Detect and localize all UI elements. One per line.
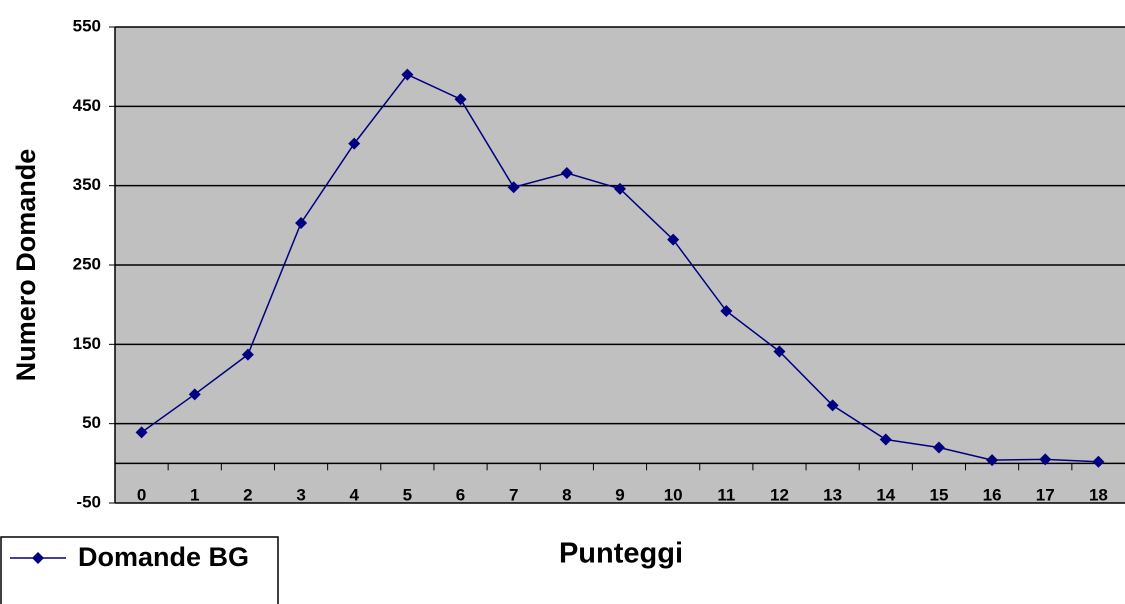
point-marker (826, 399, 839, 412)
x-tick-label: 8 (562, 485, 571, 504)
point-marker (986, 454, 999, 467)
point-marker (560, 166, 573, 179)
x-tick-label: 10 (664, 485, 683, 504)
x-tick-label: 5 (403, 485, 412, 504)
y-tick-label: -50 (76, 492, 101, 511)
x-tick-label: 6 (456, 485, 465, 504)
x-tick-label: 7 (509, 485, 518, 504)
x-tick-label: 12 (770, 485, 789, 504)
x-tick-label: 2 (243, 485, 252, 504)
x-tick-label: 13 (823, 485, 842, 504)
x-axis-title: Punteggi (559, 538, 683, 570)
point-marker (348, 137, 361, 150)
point-marker (507, 181, 520, 194)
point-marker (188, 388, 201, 401)
point-marker (1039, 453, 1052, 466)
point-marker (614, 182, 626, 195)
x-tick-label: 9 (615, 485, 624, 504)
x-tick-label: 14 (876, 485, 895, 504)
point-marker (773, 345, 786, 358)
x-tick-label: 18 (1089, 485, 1108, 504)
point-marker (1092, 455, 1105, 468)
x-tick-label: 1 (190, 485, 199, 504)
x-tick-label: 0 (137, 485, 146, 504)
y-tick-label: 50 (82, 413, 101, 432)
y-axis-title: Numero Domande (11, 149, 41, 382)
point-marker (720, 305, 733, 318)
point-marker (241, 348, 254, 361)
point-marker (295, 216, 308, 229)
x-tick-label: 15 (929, 485, 948, 504)
legend-label: Domande BG (78, 542, 249, 572)
y-tick-label: 550 (73, 16, 101, 35)
x-tick-label: 3 (296, 485, 305, 504)
point-marker (667, 233, 680, 246)
x-tick-label: 16 (983, 485, 1002, 504)
x-tick-label: 4 (349, 485, 359, 504)
y-tick-label: 450 (73, 96, 101, 115)
point-marker (135, 426, 148, 439)
y-tick-label: 250 (73, 254, 101, 273)
y-tick-label: 350 (73, 175, 101, 194)
point-marker (454, 93, 467, 106)
y-tick-label: 150 (73, 334, 101, 353)
point-marker (932, 441, 945, 454)
legend (0, 536, 279, 604)
x-tick-label: 17 (1036, 485, 1055, 504)
x-tick-label: 11 (717, 485, 735, 504)
legend-marker (32, 552, 44, 564)
point-marker (879, 433, 892, 446)
point-marker (401, 68, 414, 81)
